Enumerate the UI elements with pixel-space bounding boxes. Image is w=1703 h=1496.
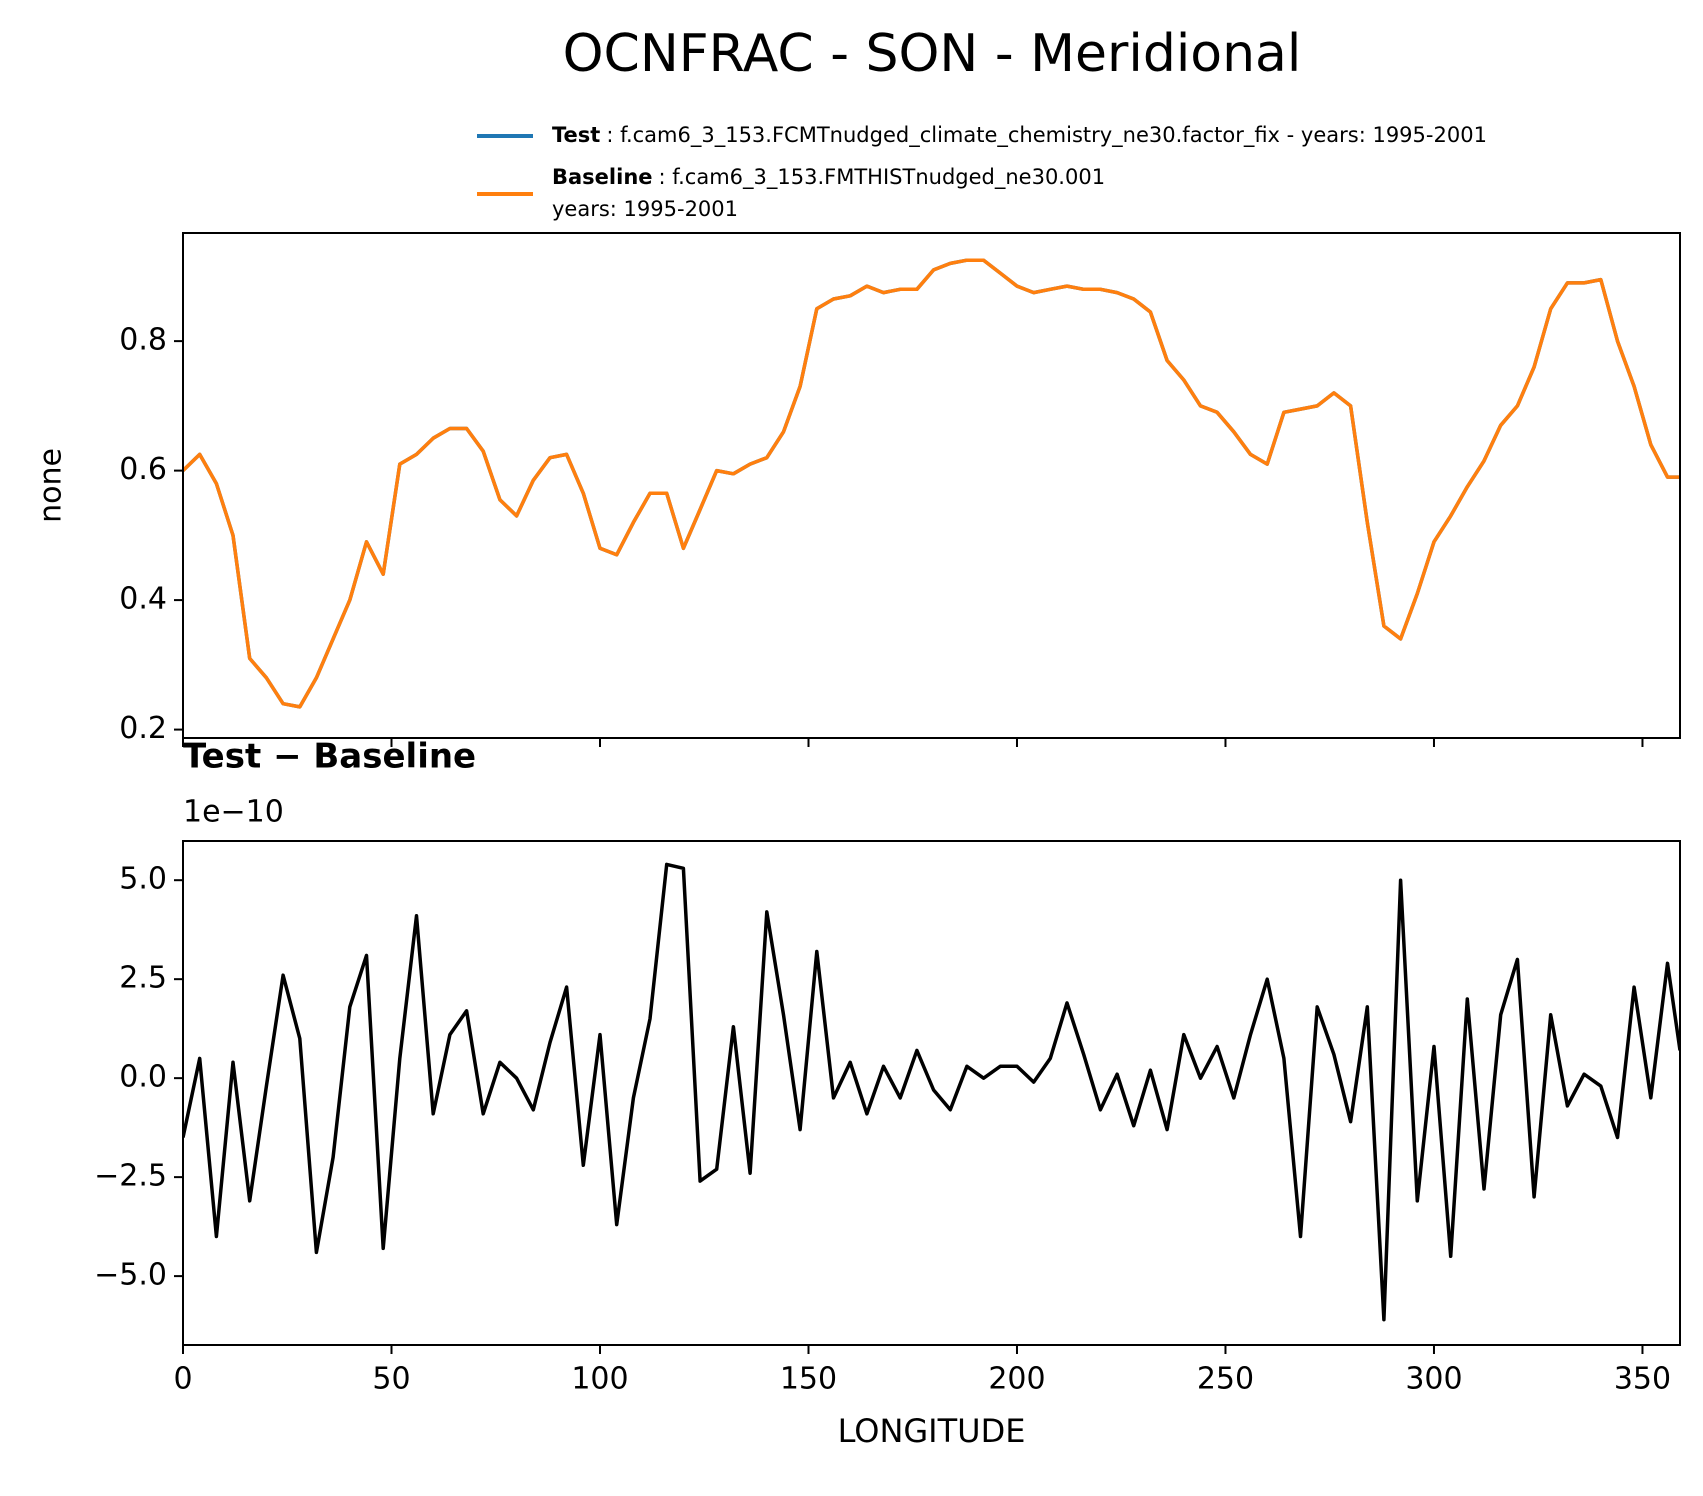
axes-frame [182, 840, 1681, 1346]
y-tick-label: 2.5 [119, 961, 167, 996]
x-tick-label: 200 [988, 1362, 1045, 1397]
offset-label: 1e−10 [183, 795, 284, 830]
axes-frame [182, 232, 1681, 739]
series-line [183, 258, 1680, 709]
x-tick-label: 250 [1197, 1362, 1254, 1397]
legend-name: Test [552, 123, 600, 147]
legend-description: : f.cam6_3_153.FMTHISTnudged_ne30.001 [659, 165, 1106, 190]
y-tick-label: 0.4 [119, 582, 167, 617]
plot-area [183, 862, 1680, 1322]
x-tick-label: 0 [173, 1362, 192, 1397]
legend-name: Baseline [552, 165, 653, 189]
legend-label: Baseline: f.cam6_3_153.FMTHISTnudged_ne3… [552, 165, 1105, 190]
y-tick-label: 0.0 [119, 1060, 167, 1095]
y-tick-label: 5.0 [119, 862, 167, 897]
x-tick-label: 300 [1405, 1362, 1462, 1397]
plot-area [183, 258, 1680, 709]
x-tick-label: 150 [780, 1362, 837, 1397]
x-tick-label: 100 [571, 1362, 628, 1397]
y-tick-label: 0.8 [119, 323, 167, 358]
y-tick-label: −2.5 [94, 1159, 167, 1194]
y-tick-label: 0.6 [119, 452, 167, 487]
series-line [183, 258, 1680, 709]
figure-title: OCNFRAC - SON - Meridional [563, 24, 1302, 84]
legend-label: Test: f.cam6_3_153.FCMTnudged_climate_ch… [552, 123, 1487, 148]
y-axis-label: none [34, 448, 69, 523]
legend-description: : f.cam6_3_153.FCMTnudged_climate_chemis… [606, 123, 1487, 148]
x-tick-label: 50 [372, 1362, 410, 1397]
y-tick-label: 0.2 [119, 711, 167, 746]
y-tick-label: −5.0 [94, 1258, 167, 1293]
x-axis-label: LONGITUDE [838, 1412, 1026, 1450]
difference-line [183, 862, 1680, 1322]
x-tick-label: 350 [1614, 1362, 1671, 1397]
legend-description: years: 1995-2001 [552, 197, 738, 221]
axes-title: Test − Baseline [183, 737, 476, 777]
